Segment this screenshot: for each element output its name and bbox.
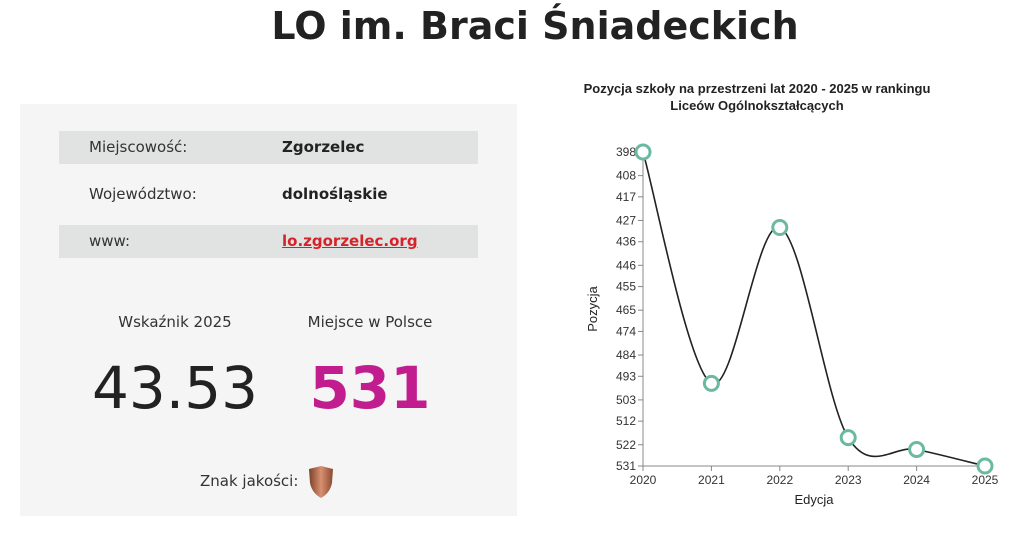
info-value: dolnośląskie [282,185,388,203]
info-label: Województwo: [89,185,197,203]
y-tick-label: 455 [616,280,636,294]
y-tick-label: 398 [616,145,636,159]
y-axis-label: Pozycja [585,285,600,331]
x-tick-label: 2023 [835,473,862,487]
series-line [642,151,986,467]
chart-title: Liceów Ogólnokształcących [670,98,843,113]
data-point [908,440,926,458]
quality-mark: Znak jakości: [200,464,334,499]
y-tick-label: 465 [616,303,636,317]
info-label: Miejscowość: [89,138,188,156]
y-tick-label: 484 [616,348,636,362]
data-point [702,374,720,392]
index-label: Wskaźnik 2025 [118,313,232,331]
x-tick-label: 2022 [766,473,793,487]
website-link[interactable]: lo.zgorzelec.org [282,232,418,250]
y-tick-label: 408 [616,169,636,183]
y-tick-label: 503 [616,393,636,407]
info-value: Zgorzelec [282,138,365,156]
quality-label: Znak jakości: [200,472,299,490]
index-value: 43.53 [91,354,259,422]
school-info-panel: Miejscowość: Zgorzelec Województwo: doln… [20,104,517,516]
ranking-chart: Pozycja szkoły na przestrzeni lat 2020 -… [584,81,999,507]
data-point [771,219,789,237]
data-point [634,143,652,161]
rank-label: Miejsce w Polsce [307,313,433,331]
page-title: LO im. Braci Śniadeckich [271,4,799,48]
x-tick-label: 2021 [698,473,725,487]
x-tick-label: 2025 [972,473,999,487]
data-point [839,429,857,447]
y-tick-label: 436 [616,235,636,249]
y-tick-label: 522 [616,438,636,452]
y-tick-label: 427 [616,213,636,227]
y-tick-label: 531 [616,459,636,473]
y-tick-label: 493 [616,369,636,383]
x-tick-label: 2020 [630,473,657,487]
y-tick-label: 446 [616,258,636,272]
chart-title: Pozycja szkoły na przestrzeni lat 2020 -… [584,81,931,96]
x-axis-label: Edycja [794,492,834,507]
data-point [976,457,994,475]
info-row-city: Miejscowość: Zgorzelec [59,131,478,164]
info-row-www: www: lo.zgorzelec.org [59,225,478,258]
rank-value: 531 [309,354,431,422]
x-tick-label: 2024 [903,473,930,487]
y-tick-label: 474 [616,324,636,338]
y-tick-label: 417 [616,190,636,204]
info-label: www: [89,232,131,250]
y-tick-label: 512 [616,414,636,428]
info-row-voivodeship: Województwo: dolnośląskie [59,178,478,211]
bronze-shield-icon [309,465,334,498]
